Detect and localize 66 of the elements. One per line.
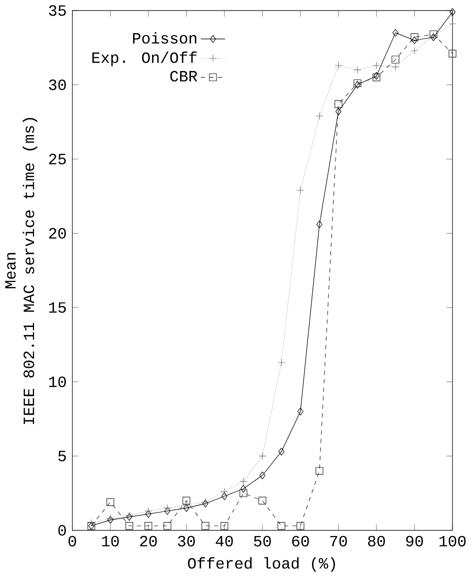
point bbox=[392, 28, 399, 37]
point bbox=[392, 63, 400, 71]
point bbox=[260, 472, 266, 480]
point bbox=[316, 112, 324, 120]
point bbox=[164, 504, 172, 512]
point bbox=[410, 46, 418, 54]
point bbox=[202, 522, 210, 530]
y-tick-label: 0 bbox=[58, 525, 66, 536]
x-tick-label: 90 bbox=[406, 536, 424, 546]
x-tick-label: 20 bbox=[140, 536, 157, 546]
point bbox=[126, 522, 134, 530]
y-tick-label: 10 bbox=[49, 376, 66, 388]
point bbox=[258, 452, 266, 460]
point bbox=[372, 62, 380, 70]
x-tick-label: 10 bbox=[102, 536, 119, 546]
legend-label: Poisson bbox=[133, 32, 196, 44]
point bbox=[240, 484, 246, 493]
legend-label: CBR bbox=[170, 70, 198, 82]
y-axis-title: Mean IEEE 802.11 MAC service time (ms) bbox=[5, 118, 38, 424]
point bbox=[316, 467, 324, 475]
point bbox=[448, 20, 456, 28]
point bbox=[450, 8, 456, 16]
point bbox=[448, 50, 456, 58]
point bbox=[336, 108, 342, 116]
point bbox=[106, 498, 114, 506]
point bbox=[220, 488, 228, 496]
y-tick-label: 20 bbox=[49, 228, 66, 239]
point bbox=[182, 501, 190, 509]
y-tick-label: 25 bbox=[49, 154, 66, 164]
y-tick-label: 30 bbox=[49, 79, 66, 90]
point bbox=[334, 100, 342, 108]
point bbox=[278, 448, 284, 456]
point bbox=[278, 358, 286, 366]
point bbox=[316, 220, 322, 228]
legend-label: Exp. On/Off bbox=[92, 52, 197, 66]
point bbox=[240, 489, 248, 498]
point bbox=[334, 62, 342, 70]
point bbox=[296, 186, 304, 194]
y-tick-label: 5 bbox=[58, 450, 66, 462]
point bbox=[220, 522, 228, 530]
point bbox=[222, 492, 228, 500]
point bbox=[392, 56, 400, 64]
x-tick-label: 30 bbox=[178, 536, 195, 546]
x-tick-label: 80 bbox=[368, 536, 385, 546]
x-tick-label: 70 bbox=[330, 536, 347, 546]
x-tick-label: 100 bbox=[440, 536, 466, 546]
x-tick-label: 50 bbox=[254, 536, 271, 546]
x-tick-label: 60 bbox=[292, 536, 309, 546]
point bbox=[298, 408, 304, 416]
point bbox=[278, 522, 286, 530]
x-axis-title: Offered load (%) bbox=[188, 557, 336, 572]
point bbox=[240, 477, 248, 486]
point bbox=[296, 522, 304, 530]
point bbox=[412, 36, 418, 44]
x-tick-label: 40 bbox=[216, 536, 233, 546]
point bbox=[88, 519, 96, 527]
point bbox=[164, 522, 172, 530]
point bbox=[410, 33, 418, 42]
point bbox=[258, 496, 266, 504]
point bbox=[354, 66, 362, 74]
point bbox=[144, 522, 152, 530]
point bbox=[144, 507, 152, 515]
y-tick-label: 15 bbox=[49, 302, 66, 313]
x-tick-label: 0 bbox=[68, 536, 76, 546]
point bbox=[182, 496, 190, 504]
y-tick-label: 35 bbox=[49, 5, 66, 16]
